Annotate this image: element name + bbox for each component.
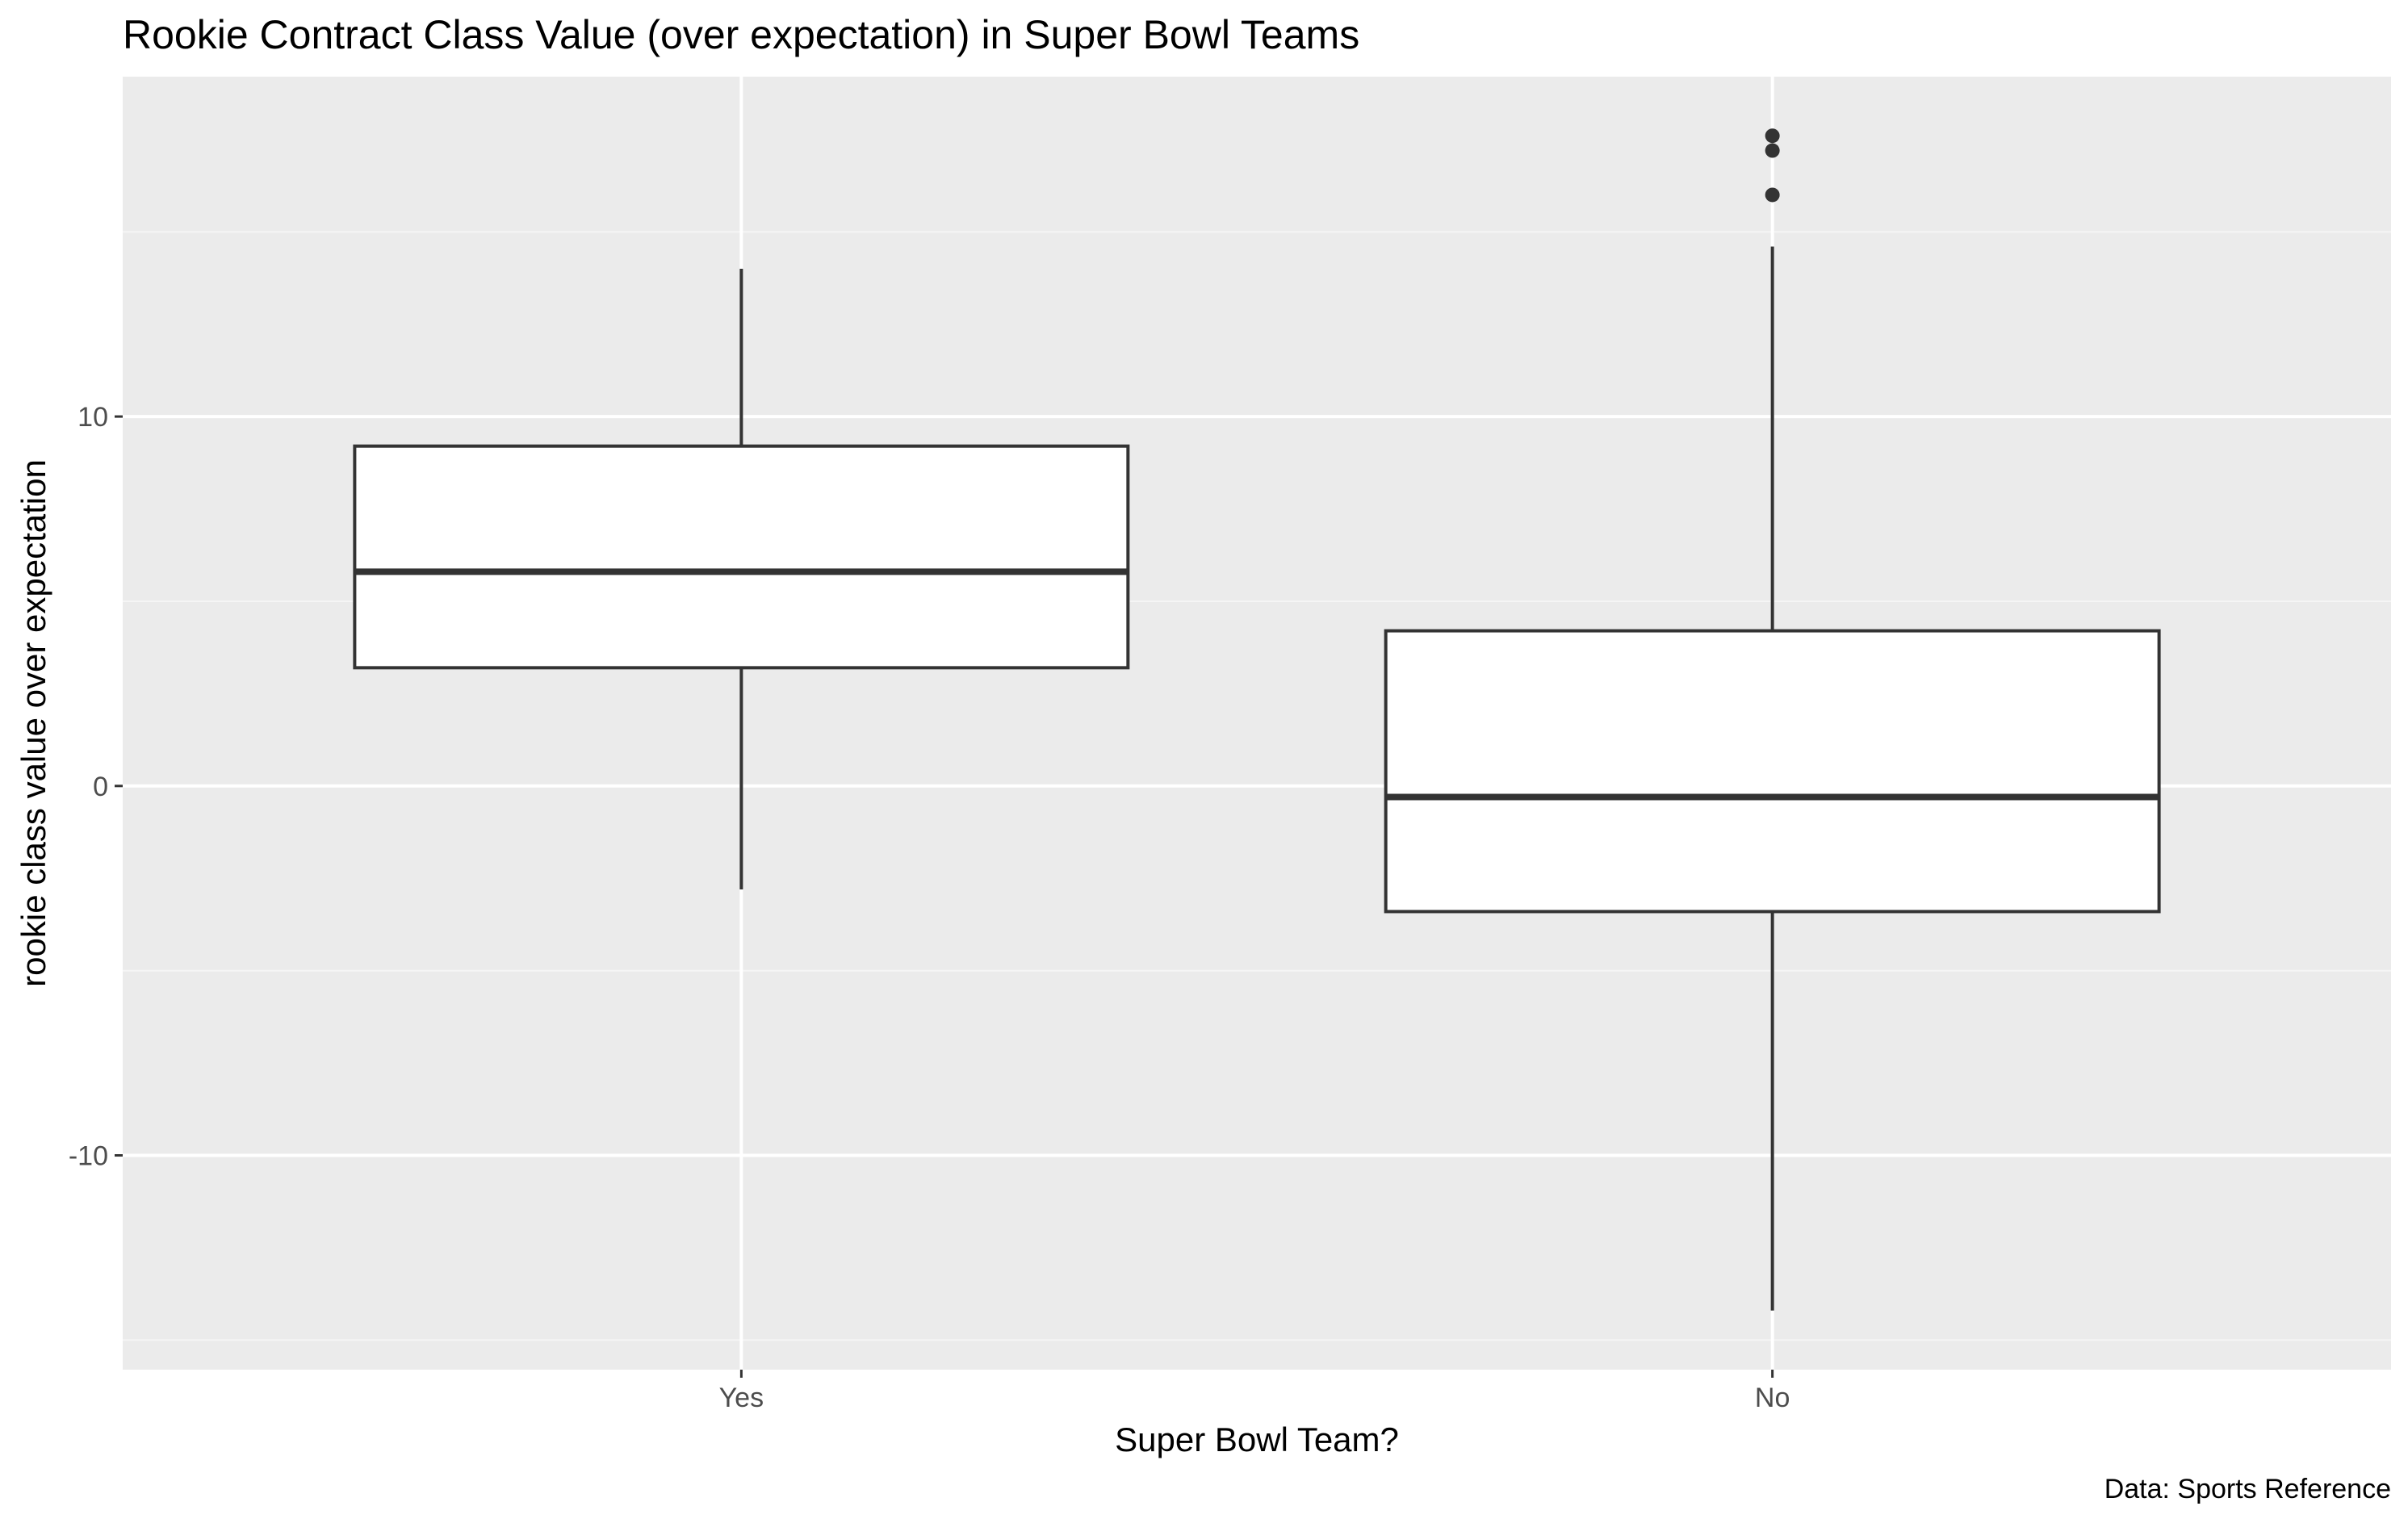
y-axis-title: rookie class value over expectation [15, 459, 52, 987]
box-no [1384, 128, 2161, 1311]
x-axis: Yes No [719, 1370, 1790, 1413]
boxes [353, 128, 2161, 1311]
x-tick-label: Yes [719, 1383, 764, 1413]
box-iqr [353, 444, 1130, 670]
chart-caption: Data: Sports Reference [2104, 1474, 2391, 1504]
y-axis: 10 0 -10 [69, 402, 123, 1172]
y-tick-label: -10 [69, 1141, 108, 1172]
x-tick-label: No [1755, 1383, 1790, 1413]
y-tick-label: 10 [77, 402, 108, 433]
chart-title: Rookie Contract Class Value (over expect… [123, 12, 1359, 57]
y-tick-label: 0 [93, 772, 108, 802]
box-iqr [1384, 629, 2161, 914]
outlier-point [1765, 128, 1780, 144]
outlier-point [1765, 143, 1780, 158]
box-yes [353, 269, 1130, 889]
outlier-point [1765, 187, 1780, 203]
x-axis-title: Super Bowl Team? [1115, 1420, 1399, 1458]
